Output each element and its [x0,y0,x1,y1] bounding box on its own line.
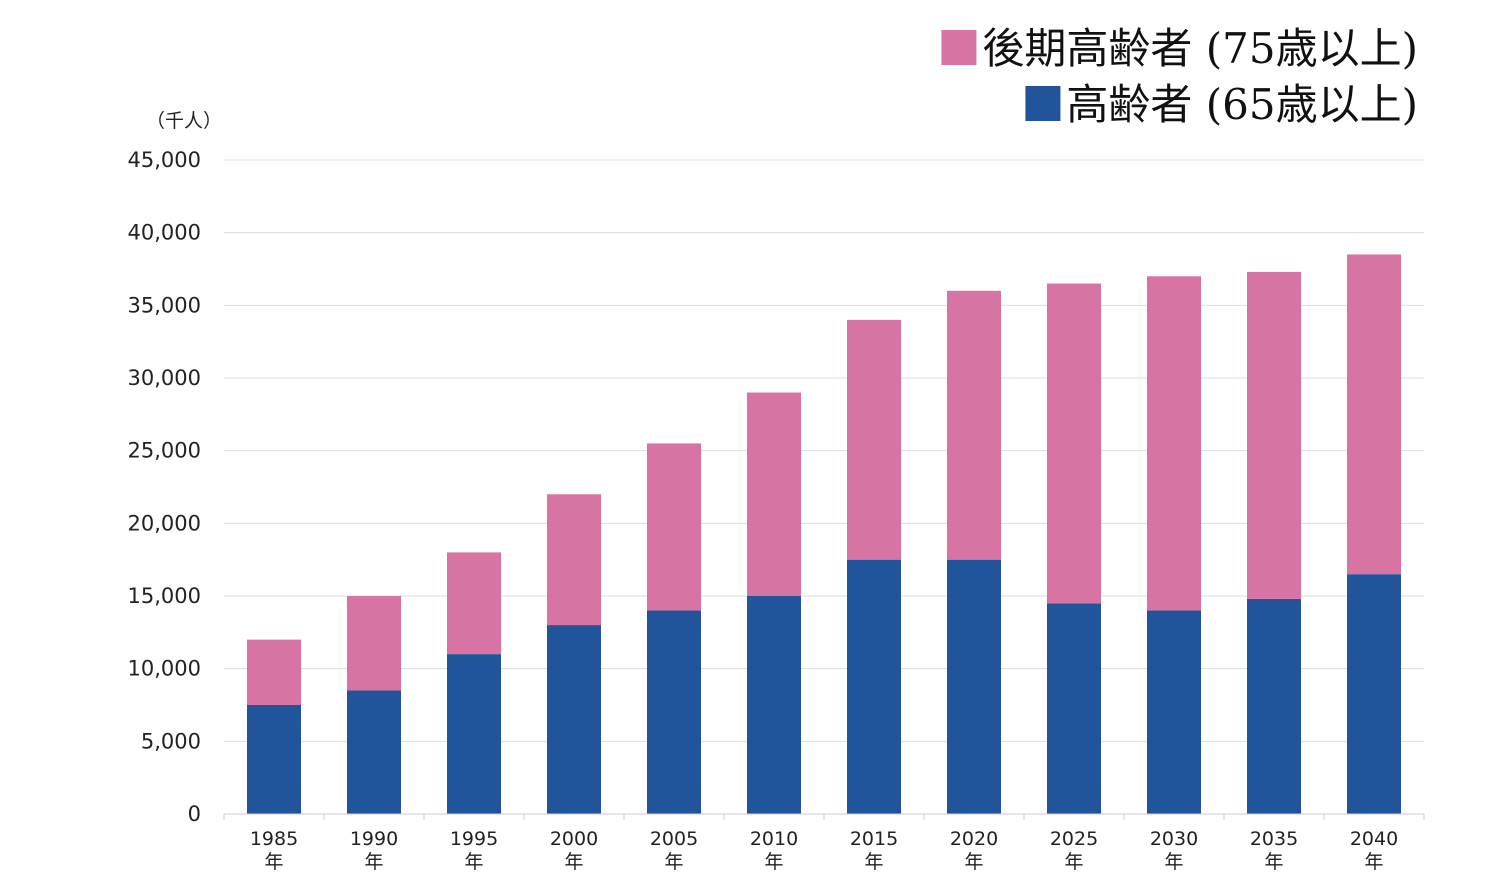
bar-segment-late-elderly-75 [1147,276,1201,611]
bar-segment-elderly-65 [947,559,1001,814]
x-tick-label-year: 2010 [750,828,798,850]
x-tick-label-year: 1995 [450,828,498,850]
bar-segment-late-elderly-75 [1347,254,1401,575]
x-tick-label-nen: 年 [864,851,883,873]
axes: 0 5,000 10,000 15,000 20,000 25,000 30,000 35,0… [128,110,1425,873]
bar-segment-elderly-65 [247,705,301,814]
x-tick-label-nen: 年 [1164,851,1183,873]
bar-segment-late-elderly-75 [447,552,501,655]
legend-label: 高齢者 (65歳以上) [1066,80,1418,129]
legend: 後期高齢者 (75歳以上) 高齢者 (65歳以上) [941,24,1418,129]
x-tick-label-year: 2035 [1250,828,1298,850]
bar-segment-late-elderly-75 [647,443,701,611]
x-tick-label-year: 2030 [1150,828,1198,850]
x-tick-label-year: 1990 [350,828,398,850]
x-tick-label-year: 2025 [1050,828,1098,850]
bar-segment-elderly-65 [847,559,901,814]
bar-segment-elderly-65 [347,690,401,814]
y-tick-label: 40,000 [128,221,201,245]
bars [247,254,1401,814]
gridlines [224,159,1424,742]
bar-segment-late-elderly-75 [847,319,901,560]
y-tick-label: 20,000 [128,511,201,535]
bar-segment-elderly-65 [547,625,601,814]
bar-segment-late-elderly-75 [1247,271,1301,599]
y-tick-label: 5,000 [141,729,201,753]
bar-segment-elderly-65 [1247,598,1301,814]
y-unit-label: （千人） [146,110,222,132]
x-tick-label-nen: 年 [1264,851,1283,873]
x-tick-label-nen: 年 [1064,851,1083,873]
y-tick-label: 25,000 [128,439,201,463]
y-tick-label: 0 [188,802,201,826]
x-tick-label-year: 2040 [1350,828,1398,850]
y-tick-label: 30,000 [128,366,201,390]
x-tick-label-year: 2020 [950,828,998,850]
x-tick-label-nen: 年 [564,851,583,873]
x-tick-label-nen: 年 [364,851,383,873]
y-tick-label: 15,000 [128,584,201,608]
x-tick-label-nen: 年 [764,851,783,873]
bar-segment-late-elderly-75 [347,596,401,691]
legend-swatch [1025,86,1061,121]
bar-segment-late-elderly-75 [1047,283,1101,604]
x-tick-label-year: 2000 [550,828,598,850]
x-tick-label-year: 1985 [250,828,298,850]
y-tick-label: 45,000 [128,148,201,172]
x-tick-label-nen: 年 [264,851,283,873]
y-tick-label: 35,000 [128,293,201,317]
bar-segment-late-elderly-75 [947,290,1001,560]
bar-segment-elderly-65 [447,654,501,814]
bar-segment-elderly-65 [1047,603,1101,814]
x-tick-label-year: 2015 [850,828,898,850]
bar-segment-late-elderly-75 [247,639,301,705]
bar-segment-elderly-65 [747,596,801,814]
bar-segment-late-elderly-75 [547,494,601,626]
bar-segment-late-elderly-75 [747,392,801,596]
x-tick-label-nen: 年 [1364,851,1383,873]
bar-segment-elderly-65 [1147,610,1201,814]
legend-label: 後期高齢者 (75歳以上) [982,24,1418,73]
x-tick-label-nen: 年 [464,851,483,873]
legend-swatch [941,30,977,65]
x-tick-label-year: 2005 [650,828,698,850]
bar-segment-elderly-65 [1347,574,1401,814]
y-tick-label: 10,000 [128,657,201,681]
bar-segment-elderly-65 [647,610,701,814]
x-tick-label-nen: 年 [664,851,683,873]
x-tick-label-nen: 年 [964,851,983,873]
